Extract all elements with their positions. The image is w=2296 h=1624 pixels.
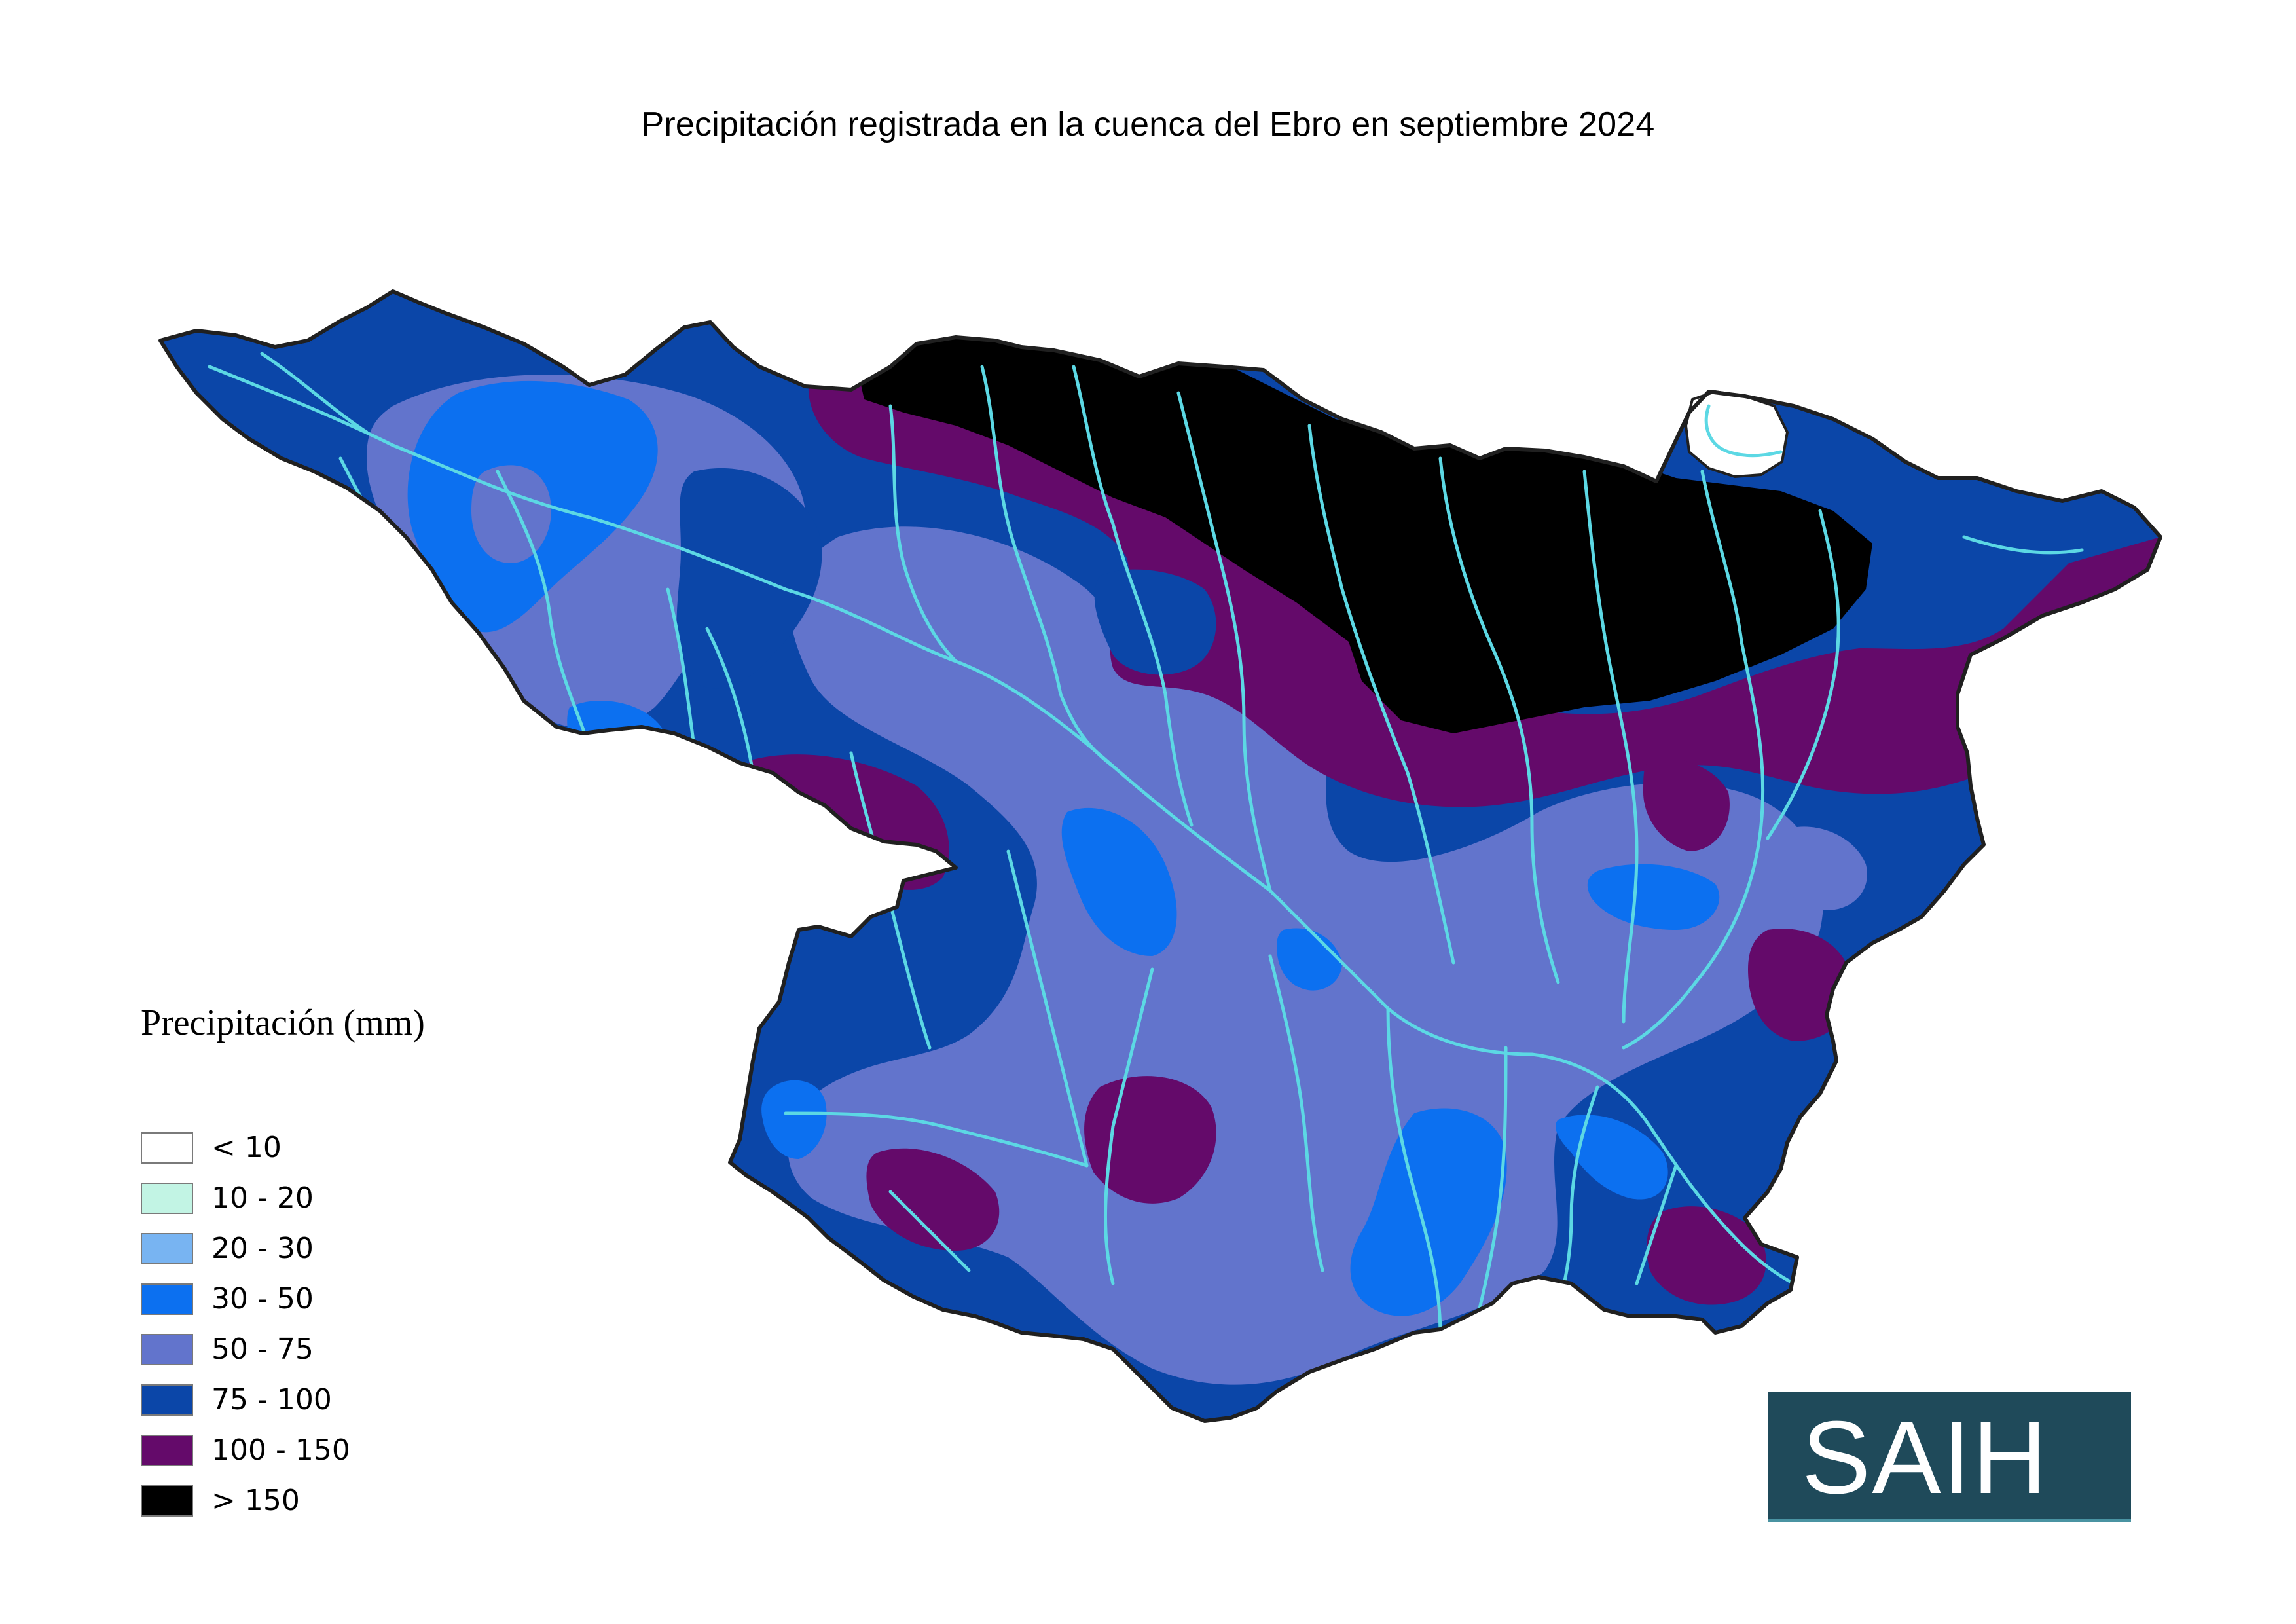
river-ebro xyxy=(208,365,1796,1285)
legend-swatch xyxy=(141,1485,193,1517)
legend-label: 75 - 100 xyxy=(211,1383,332,1416)
river-irati xyxy=(1176,391,1272,893)
zone-100-150-segre xyxy=(1643,758,1730,851)
legend-label: 10 - 20 xyxy=(211,1181,314,1215)
zone-over-150-pyrenees xyxy=(851,331,1872,733)
logo-main-text: SAIH xyxy=(1802,1400,2049,1515)
legend-label: > 150 xyxy=(211,1484,300,1517)
basin-outline xyxy=(158,289,2162,1423)
river-piedra xyxy=(888,1190,971,1272)
river-tiron xyxy=(496,470,591,748)
zone-30-50-teruel xyxy=(1350,1108,1507,1316)
zone-100-150-delta xyxy=(1647,1206,1766,1305)
river-aragon xyxy=(1072,365,1194,827)
legend-item: 50 - 75 xyxy=(141,1324,599,1375)
river-network xyxy=(208,352,2084,1364)
legend-item: 10 - 20 xyxy=(141,1173,599,1223)
legend-item: > 150 xyxy=(141,1475,599,1526)
river-matarranya xyxy=(1635,1164,1678,1285)
zone-75-100-pamplona xyxy=(1094,569,1216,675)
legend-item: 30 - 50 xyxy=(141,1274,599,1324)
legend-label: 30 - 50 xyxy=(211,1282,314,1316)
legend-swatch xyxy=(141,1333,193,1365)
legend-title: Precipitación (mm) xyxy=(141,1003,425,1043)
legend-swatch xyxy=(141,1384,193,1416)
legend: Precipitación (mm) < 10 10 - 20 20 - 30 … xyxy=(141,1002,599,1526)
river-huerva xyxy=(1268,954,1324,1272)
river-gallego xyxy=(1307,424,1455,965)
zone-50-75-west-island xyxy=(471,465,551,563)
legend-swatch xyxy=(141,1232,193,1264)
legend-label: < 10 xyxy=(211,1131,282,1164)
zone-30-50-iberico-west xyxy=(761,1080,827,1159)
legend-item: < 10 xyxy=(141,1122,599,1173)
zone-100-150-teruel xyxy=(1347,1361,1503,1421)
river-valira xyxy=(1962,535,2084,555)
legend-swatch xyxy=(141,1182,193,1214)
river-jalon xyxy=(1103,967,1154,1285)
legend-item: 75 - 100 xyxy=(141,1375,599,1425)
legend-label: 100 - 150 xyxy=(211,1433,350,1467)
logo-sub-text: Ebro xyxy=(2127,1369,2161,1437)
zone-30-50-small-central xyxy=(1277,928,1342,991)
legend-items: < 10 10 - 20 20 - 30 30 - 50 50 - 75 75 … xyxy=(141,1122,599,1526)
zone-30-50-ebro-central xyxy=(1061,807,1177,956)
river-arga xyxy=(980,365,1115,768)
river-ega xyxy=(888,404,958,663)
river-noguera xyxy=(1766,509,1840,840)
zone-75-100-haro xyxy=(676,468,822,689)
legend-item: 20 - 30 xyxy=(141,1223,599,1274)
river-nela xyxy=(260,352,369,434)
river-segre xyxy=(1622,470,1765,1050)
legend-item: 100 - 150 xyxy=(141,1425,599,1475)
river-esera xyxy=(1582,470,1639,1024)
river-cinca xyxy=(1438,456,1560,984)
legend-swatch xyxy=(141,1283,193,1315)
zone-100-150-south-west xyxy=(866,1148,1000,1251)
river-queiles xyxy=(1006,849,1089,1168)
river-andorra xyxy=(1704,404,1783,458)
zone-30-50-cinca xyxy=(1587,864,1720,930)
legend-swatch xyxy=(141,1434,193,1466)
river-najerilla xyxy=(666,587,696,748)
river-jiloca xyxy=(784,1111,1089,1168)
river-iregua xyxy=(705,627,755,775)
river-aguas-vivas xyxy=(1386,1006,1442,1338)
precipitation-zones xyxy=(160,291,2160,1421)
legend-label: 20 - 30 xyxy=(211,1232,314,1265)
map-title: Precipitación registrada en la cuenca de… xyxy=(641,105,1655,143)
saih-ebro-logo: SAIH Ebro xyxy=(1768,1369,2161,1522)
legend-swatch xyxy=(141,1132,193,1164)
legend-label: 50 - 75 xyxy=(211,1333,314,1366)
zone-50-75-northeast xyxy=(1772,826,1867,910)
